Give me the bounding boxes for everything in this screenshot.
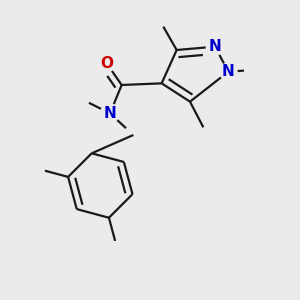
- Text: N: N: [103, 106, 116, 121]
- Text: N: N: [208, 39, 221, 54]
- Text: N: N: [222, 64, 235, 79]
- Text: O: O: [100, 56, 113, 71]
